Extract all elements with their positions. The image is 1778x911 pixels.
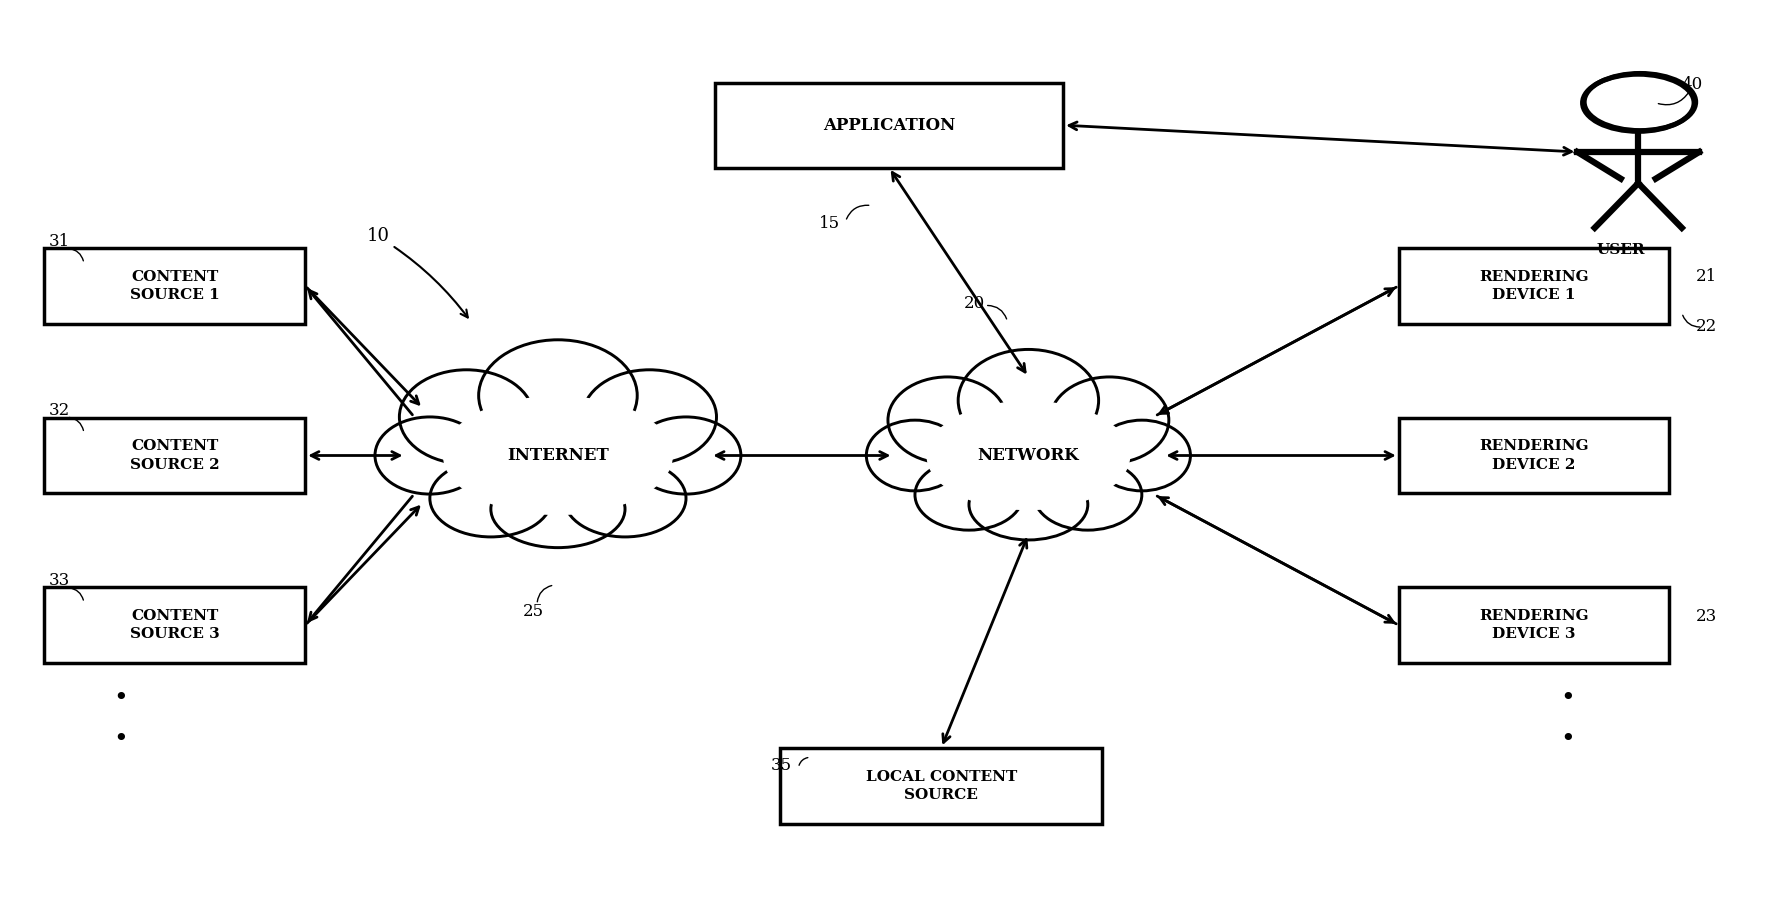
- Text: LOCAL CONTENT
SOURCE: LOCAL CONTENT SOURCE: [866, 770, 1017, 802]
- Text: •: •: [114, 688, 128, 711]
- Ellipse shape: [866, 420, 964, 491]
- Ellipse shape: [443, 396, 672, 515]
- Ellipse shape: [631, 417, 741, 494]
- Text: CONTENT
SOURCE 2: CONTENT SOURCE 2: [130, 439, 219, 472]
- Ellipse shape: [1093, 420, 1191, 491]
- Text: 22: 22: [1696, 318, 1718, 334]
- Text: 20: 20: [964, 295, 985, 312]
- Ellipse shape: [1051, 377, 1168, 464]
- Text: 35: 35: [770, 757, 791, 773]
- Ellipse shape: [478, 340, 637, 451]
- Ellipse shape: [1033, 459, 1141, 530]
- Ellipse shape: [893, 387, 1163, 524]
- Text: 21: 21: [1696, 269, 1718, 285]
- Ellipse shape: [583, 370, 717, 464]
- Text: 32: 32: [50, 403, 71, 419]
- Bar: [781, 748, 1102, 824]
- Bar: [44, 588, 306, 663]
- Text: RENDERING
DEVICE 3: RENDERING DEVICE 3: [1479, 609, 1588, 641]
- Text: 25: 25: [523, 603, 544, 620]
- Ellipse shape: [926, 402, 1129, 509]
- Bar: [715, 83, 1063, 168]
- Text: 33: 33: [50, 572, 71, 589]
- Ellipse shape: [564, 460, 686, 537]
- Ellipse shape: [958, 350, 1099, 452]
- Text: •: •: [1559, 688, 1575, 711]
- Bar: [1399, 248, 1670, 323]
- Bar: [44, 417, 306, 494]
- Text: CONTENT
SOURCE 3: CONTENT SOURCE 3: [130, 609, 219, 641]
- Text: •: •: [114, 728, 128, 751]
- Text: 15: 15: [820, 215, 841, 231]
- Bar: [1399, 588, 1670, 663]
- Text: RENDERING
DEVICE 1: RENDERING DEVICE 1: [1479, 270, 1588, 302]
- Text: USER: USER: [1597, 243, 1645, 257]
- Ellipse shape: [375, 417, 485, 494]
- Ellipse shape: [916, 459, 1022, 530]
- Ellipse shape: [400, 370, 533, 464]
- Ellipse shape: [491, 470, 626, 548]
- Text: RENDERING
DEVICE 2: RENDERING DEVICE 2: [1479, 439, 1588, 472]
- Text: 23: 23: [1696, 608, 1718, 625]
- Bar: [1399, 417, 1670, 494]
- Bar: [44, 248, 306, 323]
- Ellipse shape: [405, 381, 711, 530]
- Text: 10: 10: [366, 227, 468, 317]
- Text: NETWORK: NETWORK: [978, 447, 1079, 464]
- Text: 40: 40: [1682, 77, 1703, 94]
- Text: CONTENT
SOURCE 1: CONTENT SOURCE 1: [130, 270, 219, 302]
- Text: APPLICATION: APPLICATION: [823, 117, 955, 134]
- Text: •: •: [1559, 728, 1575, 751]
- Text: 31: 31: [50, 232, 71, 250]
- Ellipse shape: [887, 377, 1006, 464]
- Ellipse shape: [430, 460, 551, 537]
- Text: INTERNET: INTERNET: [507, 447, 608, 464]
- Ellipse shape: [969, 469, 1088, 540]
